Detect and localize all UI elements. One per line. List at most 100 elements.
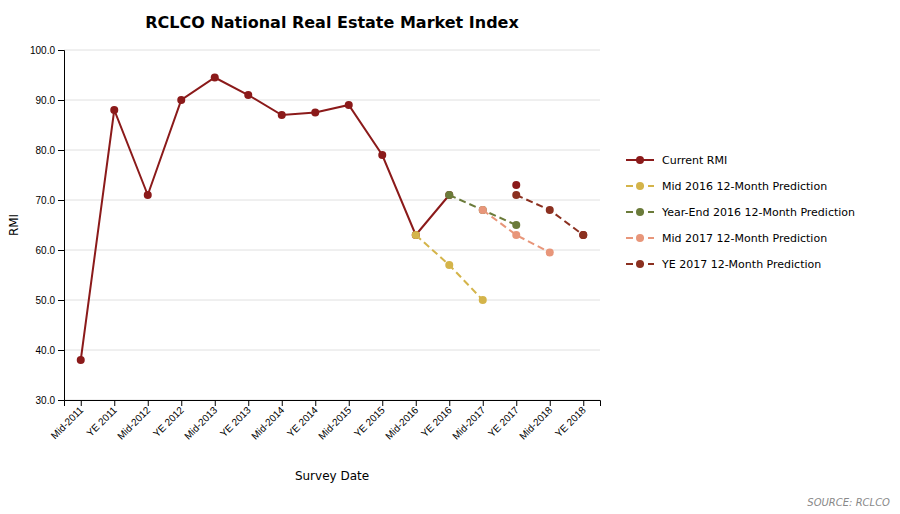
tick-mark — [516, 400, 517, 406]
legend-item: YE 2017 12-Month Prediction — [626, 258, 821, 271]
tick-mark — [583, 400, 584, 406]
tick: YE 2015 — [352, 400, 387, 439]
tick-mark — [58, 300, 64, 301]
tick-mark — [248, 400, 249, 406]
tick: 100.0 — [30, 45, 64, 56]
series-line — [483, 210, 550, 253]
tick-label: 90.0 — [36, 95, 56, 106]
grid-line — [64, 250, 600, 251]
point — [278, 111, 286, 119]
legend-item: Mid 2016 12-Month Prediction — [626, 180, 827, 193]
tick: YE 2012 — [151, 400, 186, 439]
tick: YE 2013 — [218, 400, 253, 439]
point — [412, 231, 420, 239]
tick-label: 100.0 — [30, 45, 55, 56]
series — [479, 206, 554, 257]
point — [110, 106, 118, 114]
tick: Mid-2012 — [115, 400, 153, 442]
series — [77, 74, 588, 365]
legend-label: Mid 2016 12-Month Prediction — [662, 180, 827, 193]
grid-line — [64, 150, 600, 151]
x-axis: Mid-2011YE 2011Mid-2012YE 2012Mid-2013YE… — [49, 400, 601, 442]
tick-mark — [58, 150, 64, 151]
tick: Mid-2013 — [182, 400, 220, 442]
series — [412, 231, 487, 304]
tick: Mid-2014 — [249, 400, 287, 442]
tick: 50.0 — [36, 295, 64, 306]
tick-label: YE 2018 — [553, 404, 588, 439]
title: RCLCO National Real Estate Market Index — [145, 13, 519, 32]
legend-label: YE 2017 12-Month Prediction — [661, 258, 821, 271]
tick: Mid-2011 — [49, 400, 86, 441]
point — [479, 296, 487, 304]
tick-mark — [382, 400, 383, 406]
tick-label: YE 2011 — [84, 404, 119, 439]
legend: Current RMI Mid 2016 12-Month Prediction Y… — [626, 154, 855, 271]
series — [445, 191, 520, 229]
tick-label: Mid-2013 — [182, 404, 220, 442]
tick-mark — [315, 400, 316, 406]
tick-mark — [58, 350, 64, 351]
point — [244, 91, 252, 99]
tick: Mid-2018 — [517, 400, 555, 442]
point — [479, 206, 487, 214]
tick-mark — [81, 400, 82, 406]
tick: YE 2016 — [419, 400, 454, 439]
tick: YE 2017 — [486, 400, 521, 439]
point — [445, 191, 453, 199]
tick-mark — [483, 400, 484, 406]
series — [512, 191, 587, 239]
tick-label: Mid-2011 — [49, 404, 86, 441]
legend-label: Mid 2017 12-Month Prediction — [662, 232, 827, 245]
tick-mark — [148, 400, 149, 406]
tick-mark — [550, 400, 551, 406]
tick-mark — [58, 250, 64, 251]
annotation: SOURCE: RCLCO — [807, 497, 890, 508]
legend-item: Current RMI — [626, 154, 727, 167]
tick-label: 60.0 — [36, 245, 56, 256]
tick: 90.0 — [36, 95, 64, 106]
tick-label: 30.0 — [36, 395, 56, 406]
point — [445, 261, 453, 269]
point — [144, 191, 152, 199]
tick: 60.0 — [36, 245, 64, 256]
point — [345, 101, 353, 109]
legend-marker — [636, 260, 644, 268]
tick-label: Mid-2015 — [316, 404, 354, 442]
legend-item: Year-End 2016 12-Month Prediction — [626, 206, 855, 219]
x-axis-title: Survey Date — [295, 469, 369, 483]
legend-marker — [636, 234, 644, 242]
tick-label: 70.0 — [36, 195, 56, 206]
point — [412, 231, 420, 239]
tick-mark — [114, 400, 115, 406]
tick-mark — [58, 200, 64, 201]
series-line — [449, 195, 516, 225]
tick-mark — [181, 400, 182, 406]
plot-area: 30.0 40.0 50.0 60.0 70.0 80.0 90.0 100.0 Mid-201… — [30, 45, 601, 442]
tick: YE 2018 — [553, 400, 588, 439]
tick: Mid-2016 — [383, 400, 421, 442]
tick-label: Mid-2018 — [517, 404, 555, 442]
series-line — [416, 235, 483, 300]
tick: 30.0 — [36, 395, 64, 406]
point — [378, 151, 386, 159]
tick-mark — [416, 400, 417, 406]
tick-label: Mid-2014 — [249, 404, 287, 442]
legend-label: Current RMI — [662, 154, 727, 167]
tick: Mid-2017 — [450, 400, 488, 442]
grid-line — [64, 100, 600, 101]
legend-marker — [636, 208, 644, 216]
grid-line — [64, 200, 600, 201]
legend-marker — [636, 182, 644, 190]
point — [77, 356, 85, 364]
tick-label: 40.0 — [36, 345, 56, 356]
tick: 40.0 — [36, 345, 64, 356]
grid — [64, 50, 600, 400]
grid-line — [64, 300, 600, 301]
tick-mark — [282, 400, 283, 406]
point — [546, 206, 554, 214]
point — [177, 96, 185, 104]
point — [579, 231, 587, 239]
tick-label: 80.0 — [36, 145, 56, 156]
tick-label: Mid-2017 — [450, 404, 488, 442]
